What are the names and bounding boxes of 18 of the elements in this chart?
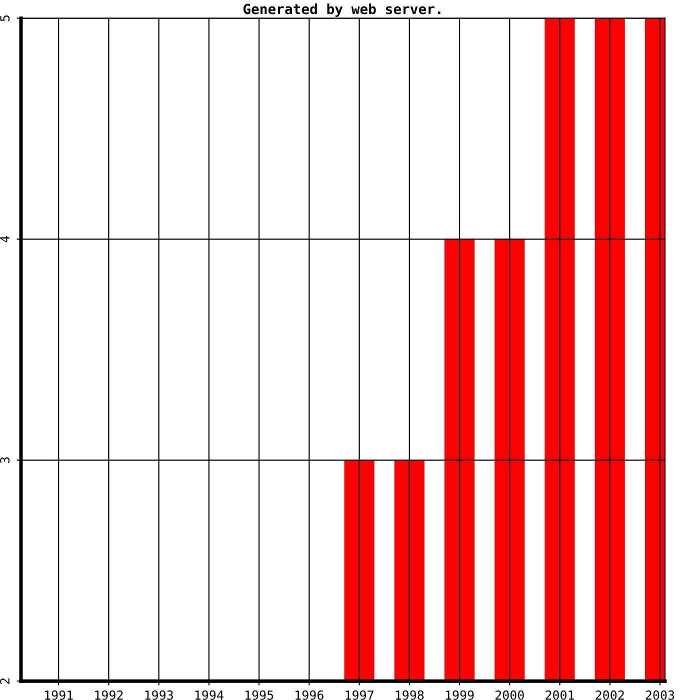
x-tick-label: 1999 <box>446 690 474 700</box>
x-tick-label: 2002 <box>596 690 624 700</box>
x-tick-label: 2000 <box>496 690 524 700</box>
x-tick-label: 1997 <box>346 690 374 700</box>
x-tick-label: 1994 <box>195 690 224 700</box>
y-tick-label: 5 <box>0 15 10 22</box>
x-tick-label: 1993 <box>145 690 173 700</box>
x-tick-label: 1991 <box>45 690 73 700</box>
chart-title: Generated by web server. <box>243 3 440 17</box>
x-tick-label: 1998 <box>396 690 424 700</box>
x-tick-label: 2001 <box>546 690 574 700</box>
y-tick-label: 3 <box>0 457 10 464</box>
x-tick-label: 2003 <box>646 690 674 700</box>
x-tick-label: 1992 <box>95 690 123 700</box>
x-tick-label: 1995 <box>246 690 274 700</box>
y-tick-label: 4 <box>0 236 10 242</box>
x-tick-label: 1996 <box>296 690 324 700</box>
y-tick-label: 2 <box>0 678 10 684</box>
